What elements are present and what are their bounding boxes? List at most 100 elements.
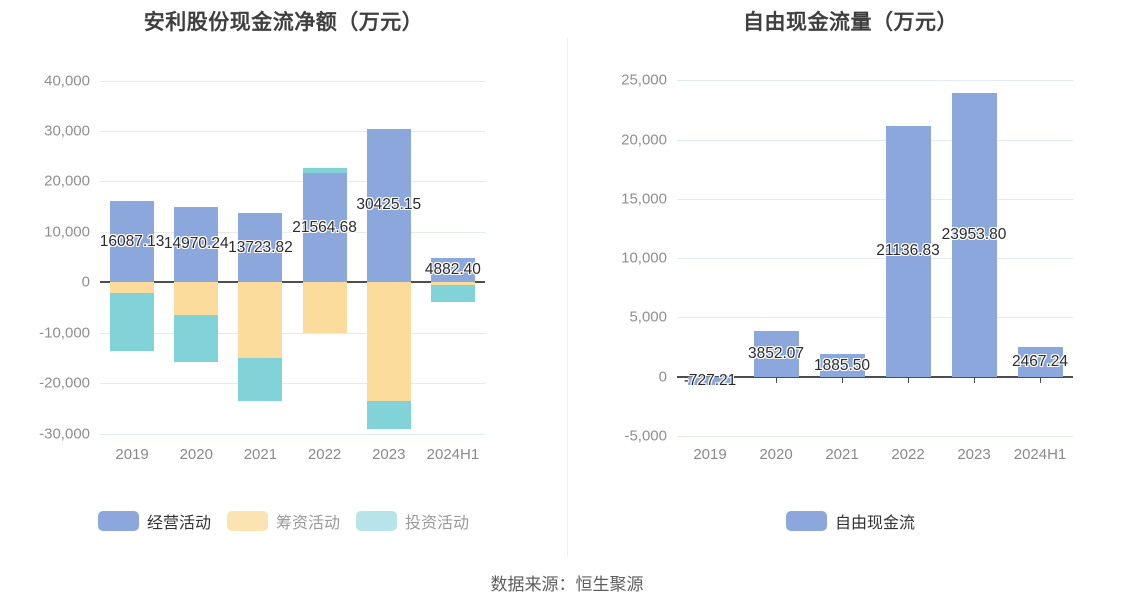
legend-label: 筹资活动	[275, 515, 340, 532]
chart-title: 安利股份现金流净额（万元）	[143, 11, 424, 34]
y-axis-label: 10,000	[44, 223, 90, 241]
x-axis-label: 2019	[693, 446, 727, 463]
y-gridline	[100, 383, 485, 385]
bar-segment[interactable]	[110, 201, 155, 283]
bar-segment[interactable]	[366, 128, 411, 283]
x-axis-label: 2024H1	[426, 446, 480, 463]
bar-segment[interactable]	[885, 126, 931, 377]
legend-label: 经营活动	[146, 515, 211, 532]
x-axis-tick	[776, 377, 777, 383]
bar-segment[interactable]	[302, 168, 347, 174]
y-gridline	[677, 258, 1073, 260]
y-axis-label: 30,000	[44, 122, 90, 140]
legend-label: 自由现金流	[834, 515, 915, 532]
bar-segment[interactable]	[753, 331, 799, 377]
bar-segment[interactable]	[238, 213, 283, 283]
data-source-caption: 数据来源：恒生聚源	[490, 575, 644, 594]
bar-segment[interactable]	[366, 282, 411, 401]
x-axis-label: 2024H1	[1013, 446, 1067, 463]
legend-marker	[785, 511, 827, 531]
x-axis-label: 2020	[179, 446, 213, 463]
bar-value-label: 13723.82	[228, 238, 293, 256]
bar-segment[interactable]	[366, 400, 411, 429]
y-axis-label: 0	[81, 273, 90, 291]
bar-segment[interactable]	[430, 282, 475, 285]
bar-segment[interactable]	[302, 173, 347, 283]
bar-segment[interactable]	[687, 376, 733, 386]
legend-item[interactable]: 经营活动	[97, 509, 211, 533]
legend-marker	[356, 511, 397, 531]
x-axis-tick	[1040, 377, 1041, 383]
y-axis-label: 40,000	[44, 72, 90, 89]
bar-segment[interactable]	[174, 282, 219, 316]
y-axis-label: 0	[658, 368, 667, 386]
bar-value-label: 21564.68	[292, 218, 357, 236]
legend: 自由现金流	[567, 509, 1134, 533]
bar-segment[interactable]	[302, 282, 347, 334]
y-axis-label: 15,000	[621, 190, 667, 208]
x-axis-label: 2019	[115, 446, 149, 463]
y-axis-label: -10,000	[39, 324, 90, 342]
x-axis-label: 2022	[307, 446, 342, 463]
bar-value-label: 4882.40	[424, 260, 481, 278]
x-axis-label: 2021	[243, 446, 278, 463]
y-axis-label: -20,000	[39, 374, 90, 392]
legend-marker	[97, 511, 139, 531]
x-axis-label: 2021	[825, 446, 859, 463]
y-axis-label: -30,000	[39, 425, 90, 442]
bar-value-label: -727.21	[683, 372, 737, 389]
y-axis-label: -5,000	[624, 427, 667, 445]
y-axis-label: 10,000	[621, 249, 667, 267]
y-gridline	[677, 317, 1073, 319]
x-axis-tick	[842, 377, 843, 383]
bar-segment[interactable]	[238, 358, 283, 402]
x-axis-label: 2022	[891, 446, 925, 463]
y-gridline	[677, 139, 1073, 141]
y-gridline	[100, 433, 485, 435]
bar-segment[interactable]	[110, 282, 155, 294]
y-gridline	[100, 231, 485, 233]
chart-title: 自由现金流量（万元）	[743, 11, 958, 34]
legend-item[interactable]: 筹资活动	[226, 509, 340, 533]
bar-value-label: 16087.13	[99, 232, 165, 250]
x-axis-zero-line	[100, 281, 485, 284]
y-gridline	[100, 181, 485, 183]
y-gridline	[677, 80, 1073, 82]
x-axis-label: 2023	[957, 446, 991, 463]
bar-segment[interactable]	[951, 92, 997, 377]
y-axis-label: 20,000	[621, 131, 667, 148]
y-gridline	[677, 436, 1073, 437]
y-gridline	[100, 80, 485, 82]
bar-segment[interactable]	[1017, 347, 1063, 377]
x-axis-label: 2023	[372, 446, 406, 463]
bar-segment[interactable]	[819, 354, 865, 377]
legend-label: 投资活动	[405, 515, 470, 532]
bar-value-label: 3852.07	[747, 344, 805, 362]
x-axis-zero-line	[677, 375, 1073, 378]
x-axis-tick	[974, 377, 975, 383]
y-axis-label: 5,000	[629, 308, 667, 326]
legend-marker	[226, 511, 268, 531]
panel-divider	[567, 38, 568, 556]
y-gridline	[677, 198, 1073, 200]
y-axis-label: 20,000	[44, 172, 90, 190]
bar-value-label: 2467.24	[1011, 353, 1069, 371]
bar-value-label: 21136.83	[876, 242, 940, 260]
net-cashflow-chart: 安利股份现金流净额（万元） -30,000 -20,000 -10,000 0 10,0…	[0, 0, 567, 560]
bar-value-label: 14970.24	[163, 235, 229, 253]
y-gridline	[100, 332, 485, 334]
bar-segment[interactable]	[430, 284, 475, 302]
x-axis-label: 2020	[759, 446, 793, 463]
x-axis-tick	[908, 377, 909, 383]
bar-segment[interactable]	[110, 293, 155, 352]
bar-segment[interactable]	[238, 282, 283, 359]
legend-item[interactable]: 自由现金流	[785, 509, 915, 533]
free-cashflow-chart: 自由现金流量（万元） -5,000 0 5,000 10,000 15,000 20,00…	[567, 0, 1134, 560]
bar-value-label: 30425.15	[356, 196, 422, 214]
y-gridline	[100, 130, 485, 132]
bar-segment[interactable]	[430, 257, 475, 283]
bar-segment[interactable]	[174, 315, 219, 362]
legend-item[interactable]: 投资活动	[356, 509, 469, 533]
bar-segment[interactable]	[174, 206, 219, 283]
